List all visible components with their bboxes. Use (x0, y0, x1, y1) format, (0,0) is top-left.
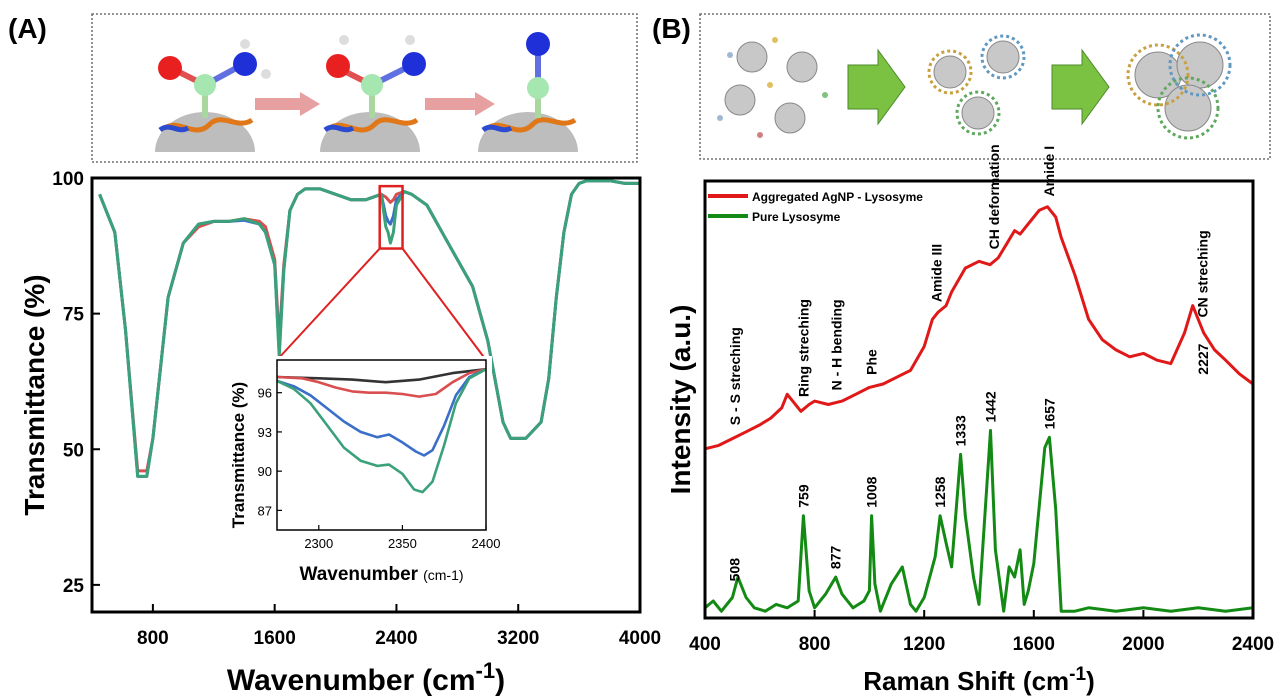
ftir-y-tick-label: 100 (52, 169, 84, 190)
schematic-b (699, 13, 1271, 160)
raman-plot-frame (703, 179, 1255, 620)
nanoparticles-coated (927, 34, 1026, 136)
raman-x-axis-label-sup: -1 (1069, 664, 1086, 685)
raman-annotation: 508 (727, 558, 743, 582)
inset-x-tick-label: 2400 (472, 536, 501, 551)
nanoparticles-dispersed (717, 37, 828, 138)
arrow-1 (255, 92, 320, 116)
ftir-x-axis-label-unit: (cm (422, 664, 475, 697)
ftir-plot-frame (90, 176, 642, 614)
legend-label: Aggregated AgNP - Lysosyme (752, 190, 923, 204)
ftir-x-axis-label-sup: -1 (476, 658, 496, 683)
ftir-x-tick-label: 800 (137, 628, 169, 649)
zoom-connector-right (401, 247, 487, 361)
raman-x-tick-label: 2000 (1122, 634, 1164, 655)
panel-label-b: (B) (652, 13, 691, 44)
ftir-x-tick-label: 1600 (254, 628, 296, 649)
raman-series-pure (704, 429, 1254, 613)
ftir-y-tick-label: 75 (63, 305, 85, 326)
raman-x-tick-label: 1600 (1013, 634, 1055, 655)
zoom-region-box (378, 184, 404, 250)
raman-annotation: 759 (795, 484, 811, 508)
ftir-chart: 800 1600 2400 3200 4000 25 50 75 100 Transmittanc… (19, 169, 661, 697)
arrow-3 (847, 48, 906, 126)
raman-annotation: 877 (828, 546, 844, 570)
molecule-1 (155, 39, 271, 152)
raman-chart: 400 800 1200 1600 2000 2400 Intensity (a.u.) Ra… (665, 144, 1274, 696)
inset-y-tick-label: 87 (258, 503, 272, 518)
ftir-y-tick-label: 50 (63, 440, 84, 461)
raman-x-axis-label-close: ) (1086, 666, 1095, 696)
raman-annotation: Ring streching (796, 299, 812, 397)
raman-annotation: 1333 (953, 415, 969, 446)
raman-x-axis-label: Raman Shift (cm-1) (863, 664, 1095, 696)
inset-x-axis-label-text: Wavenumber (299, 564, 418, 585)
inset-y-tick-label: 90 (258, 464, 272, 479)
legend-label: Pure Lysosyme (752, 210, 841, 224)
inset-series-black (276, 367, 487, 384)
inset-series-red (276, 367, 487, 398)
raman-annotation: 1442 (983, 391, 999, 422)
inset-x-axis-label: Wavenumber (cm-1) (299, 564, 463, 585)
ftir-y-tick-label: 25 (63, 576, 85, 597)
raman-annotation: 1008 (864, 476, 880, 507)
schematic-a-frame (91, 13, 638, 163)
raman-x-axis-label-unit: (cm (1023, 666, 1069, 696)
inset-x-tick-label: 2350 (388, 536, 417, 551)
molecule-2 (320, 35, 426, 152)
ftir-x-axis-label-text: Wavenumber (227, 664, 415, 697)
inset-y-tick-label: 93 (258, 425, 272, 440)
ftir-inset-chart: 2300 2350 2400 87 90 93 96 Transmittance (%) Wav… (228, 356, 500, 588)
raman-annotation: Amide I (1041, 146, 1057, 197)
inset-y-axis-label: Transmittance (%) (229, 382, 248, 528)
raman-x-tick-label: 800 (799, 634, 831, 655)
raman-annotation: 2227 (1195, 343, 1211, 374)
raman-y-axis-label: Intensity (a.u.) (665, 305, 696, 495)
raman-x-tick-label: 400 (689, 634, 721, 655)
ftir-x-tick-label: 2400 (375, 628, 417, 649)
schematic-b-frame (699, 13, 1271, 160)
raman-series-aggregated (704, 205, 1254, 451)
inset-plot-frame (276, 359, 487, 531)
ftir-y-axis-label: Transmittance (%) (19, 274, 50, 515)
ftir-series-green (98, 179, 640, 478)
arrow-4 (1051, 48, 1110, 126)
inset-series-blue (276, 368, 487, 457)
inset-x-tick-label: 2300 (304, 536, 333, 551)
molecule-3 (478, 32, 578, 152)
inset-series-green (276, 368, 487, 494)
raman-annotation: CN streching (1194, 230, 1210, 317)
raman-annotation: Amide III (929, 244, 945, 302)
raman-annotation: CH deformation (986, 144, 1002, 249)
ftir-x-tick-label: 4000 (619, 628, 661, 649)
inset-y-tick-label: 96 (258, 386, 272, 401)
raman-annotation: 1657 (1041, 398, 1057, 429)
raman-annotation: S - S streching (727, 327, 743, 425)
raman-x-tick-label: 2400 (1232, 634, 1274, 655)
ftir-x-axis-label-close: ) (495, 664, 505, 697)
raman-annotation: 1258 (932, 476, 948, 507)
panel-label-a: (A) (8, 13, 47, 44)
raman-annotation: Phe (864, 349, 880, 375)
nanoparticles-aggregated (1126, 33, 1232, 140)
arrow-2 (425, 92, 495, 116)
inset-background (228, 356, 492, 588)
raman-annotation: N - H bending (829, 299, 845, 390)
raman-x-axis-label-text: Raman Shift (863, 666, 1015, 696)
inset-x-axis-label-unit: (cm-1) (423, 567, 463, 583)
raman-x-tick-label: 1200 (903, 634, 945, 655)
schematic-a (91, 13, 638, 163)
ftir-x-axis-label: Wavenumber (cm-1) (227, 658, 505, 697)
ftir-x-tick-label: 3200 (497, 628, 539, 649)
zoom-connector-left (276, 247, 381, 361)
